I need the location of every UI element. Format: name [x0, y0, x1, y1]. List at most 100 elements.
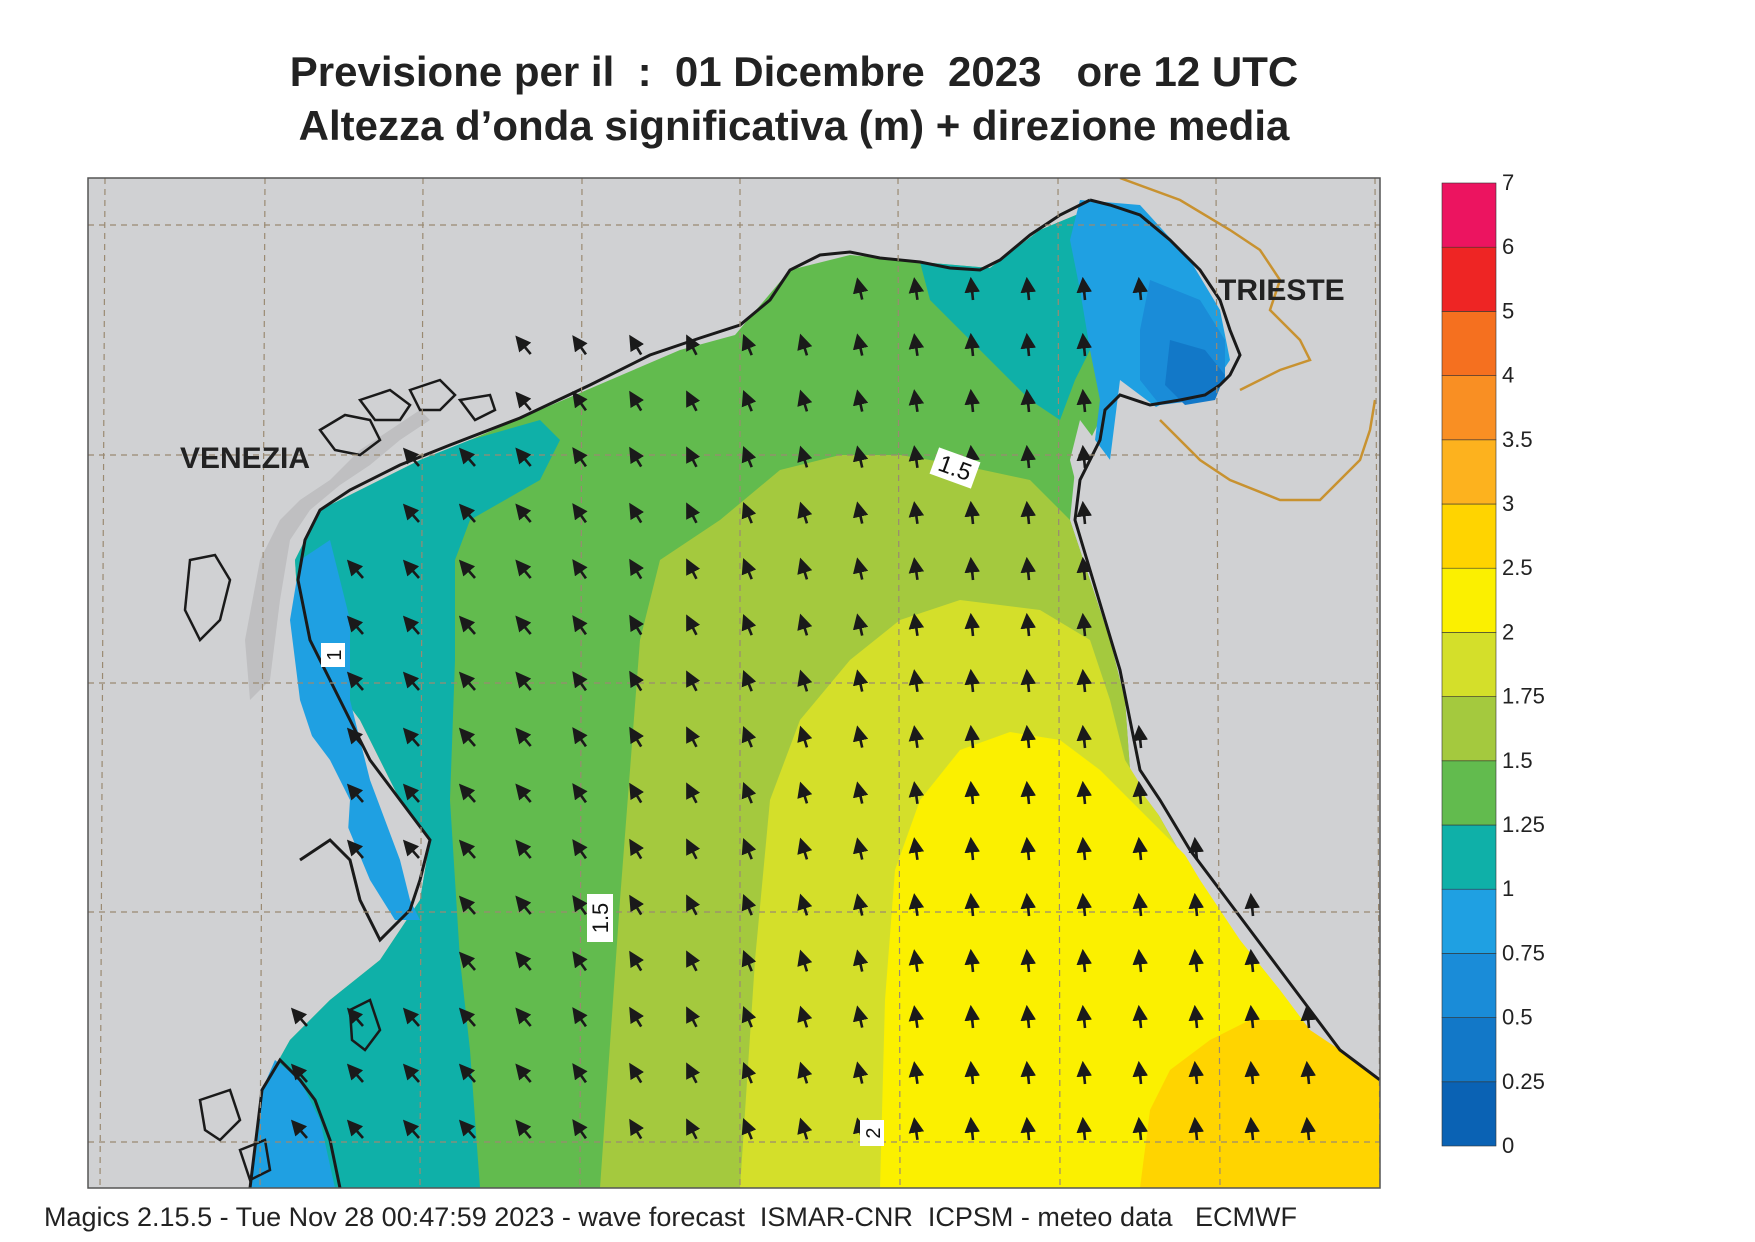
svg-text:1.5: 1.5 — [588, 903, 613, 934]
direction-arrow — [741, 614, 757, 636]
direction-arrow — [458, 1119, 476, 1139]
border-line — [1119, 178, 1377, 502]
direction-arrow — [741, 894, 757, 916]
direction-arrow — [458, 1063, 476, 1083]
direction-arrow — [458, 559, 476, 579]
direction-arrow — [1188, 1116, 1205, 1141]
direction-arrow — [1020, 1060, 1037, 1085]
direction-arrow — [686, 670, 701, 692]
direction-arrow — [797, 1005, 813, 1028]
colorbar-tick-label: 1 — [1502, 876, 1514, 901]
direction-arrow — [629, 334, 644, 356]
direction-arrow — [797, 445, 813, 468]
direction-arrow — [852, 893, 869, 916]
direction-arrow — [458, 839, 476, 859]
direction-arrow — [852, 501, 869, 524]
direction-arrow — [908, 445, 925, 469]
direction-arrow — [1020, 556, 1037, 581]
colorbar-swatch — [1441, 1081, 1497, 1147]
direction-arrow — [572, 503, 588, 524]
direction-arrow — [1076, 780, 1093, 805]
colorbar-swatch — [1441, 311, 1497, 376]
direction-arrow — [741, 670, 757, 692]
direction-arrow — [852, 613, 869, 636]
direction-arrow — [629, 558, 644, 580]
direction-arrow — [458, 503, 476, 523]
direction-arrow — [1188, 892, 1205, 917]
direction-arrow — [1188, 1004, 1205, 1029]
colorbar-tick-label: 2.5 — [1502, 555, 1533, 580]
direction-arrow — [964, 1116, 981, 1141]
direction-arrow — [852, 837, 869, 860]
direction-arrow — [629, 1006, 644, 1028]
colorbar-tick-label: 0.5 — [1502, 1005, 1533, 1030]
direction-arrow — [686, 1062, 701, 1084]
direction-arrow — [515, 1007, 532, 1027]
colorbar-swatch — [1441, 182, 1497, 248]
direction-arrow — [797, 613, 813, 636]
direction-arrow — [515, 1063, 532, 1083]
direction-arrow — [686, 502, 701, 524]
direction-arrow — [852, 781, 869, 804]
direction-arrow — [1076, 1060, 1093, 1085]
direction-arrow — [1076, 556, 1093, 581]
direction-arrow — [402, 615, 420, 635]
direction-arrow — [1132, 948, 1149, 973]
direction-arrow — [515, 951, 532, 971]
direction-arrow — [1076, 444, 1093, 469]
direction-arrow — [1020, 724, 1037, 749]
direction-arrow — [741, 502, 757, 524]
colorbar-tick-label: 6 — [1502, 234, 1514, 259]
direction-arrow — [346, 1007, 364, 1027]
direction-arrow — [908, 389, 925, 413]
direction-arrow — [572, 839, 588, 860]
direction-arrow — [1076, 332, 1093, 357]
direction-arrow — [402, 559, 420, 579]
direction-arrow — [458, 951, 476, 971]
colorbar-tick-label: 1.25 — [1502, 812, 1545, 837]
direction-arrow — [629, 1118, 644, 1140]
direction-arrow — [908, 333, 925, 357]
direction-arrow — [1244, 892, 1261, 917]
direction-arrow — [1300, 1004, 1317, 1029]
direction-arrow — [572, 1063, 588, 1084]
direction-arrow — [1244, 1116, 1261, 1141]
direction-arrow — [797, 949, 813, 972]
direction-arrow — [402, 1007, 420, 1027]
map-title-line2: Altezza d’onda significativa (m) + direz… — [298, 102, 1290, 149]
colorbar-tick-label: 0.25 — [1502, 1069, 1545, 1094]
colorbar-swatch — [1441, 375, 1497, 441]
direction-arrow — [1076, 948, 1093, 973]
direction-arrow — [572, 727, 588, 748]
direction-arrow — [1020, 500, 1037, 525]
direction-arrow — [964, 1004, 981, 1029]
direction-arrow — [458, 1007, 476, 1027]
contour-label-2: 2 — [860, 1120, 885, 1146]
direction-arrow — [572, 895, 588, 916]
direction-arrow — [797, 893, 813, 916]
direction-arrow — [572, 783, 588, 804]
direction-arrow — [852, 557, 869, 580]
direction-arrow — [1132, 892, 1149, 917]
svg-text:2: 2 — [863, 1127, 885, 1138]
direction-arrow — [1076, 1004, 1093, 1029]
direction-arrow — [908, 1117, 925, 1141]
direction-arrow — [686, 1006, 701, 1028]
direction-arrow — [572, 391, 588, 412]
direction-arrow — [686, 726, 701, 748]
direction-arrow — [1020, 780, 1037, 805]
direction-arrow — [686, 950, 701, 972]
direction-arrow — [908, 725, 925, 749]
direction-arrow — [1244, 1004, 1261, 1029]
direction-arrow — [629, 726, 644, 748]
direction-arrow — [797, 669, 813, 692]
direction-arrow — [402, 671, 420, 691]
direction-arrow — [964, 500, 981, 525]
colorbar-swatch — [1441, 696, 1497, 762]
direction-arrow — [515, 671, 532, 691]
direction-arrow — [686, 614, 701, 636]
direction-arrow — [964, 388, 981, 413]
direction-arrow — [515, 895, 532, 915]
lagoon-outlines — [183, 378, 497, 1182]
direction-arrow — [515, 783, 532, 803]
